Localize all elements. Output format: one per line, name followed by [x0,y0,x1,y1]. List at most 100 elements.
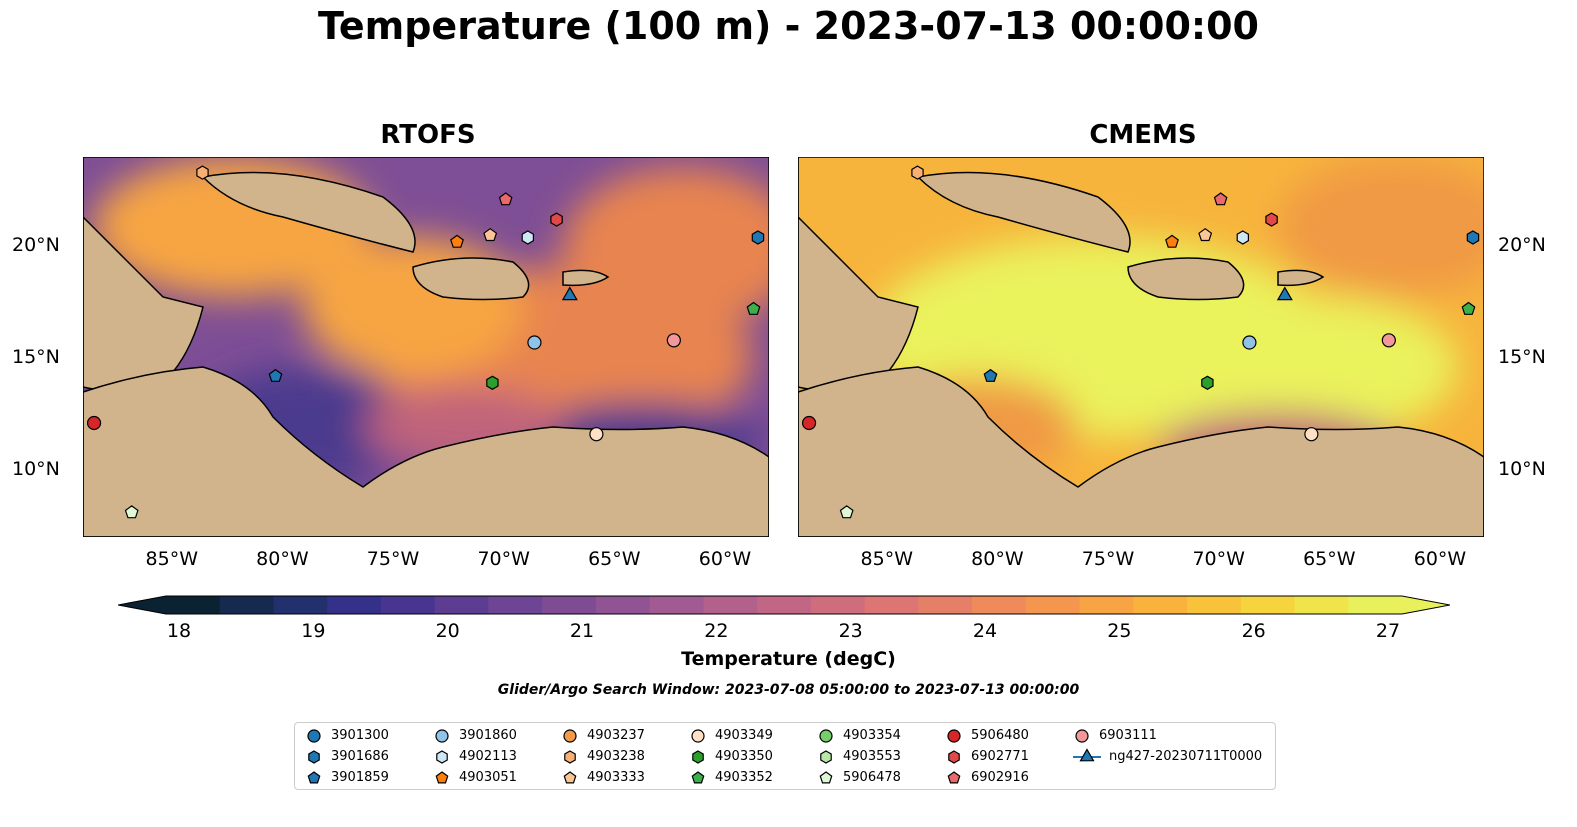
marker-6902771[interactable] [550,212,563,227]
marker-6902916[interactable] [1213,192,1228,206]
marker-3901859[interactable] [983,368,998,382]
colorbar-segment [166,596,221,614]
legend-marker-icon [947,771,961,784]
colorbar-segment [649,596,704,614]
legend-item: 6902916 [945,767,1029,787]
marker-4903238[interactable] [196,165,209,180]
legend-label: ng427-20230711T0000 [1109,748,1263,764]
marker-6903111[interactable] [1381,333,1396,348]
marker-3901860[interactable] [527,335,542,350]
legend-marker-icon [307,771,321,784]
colorbar-segment [757,596,812,614]
marker-ng427-20230711T0000[interactable] [1276,286,1293,301]
markers [86,165,765,519]
marker-ng427-20230711T0000[interactable] [561,286,578,301]
legend-label: 6903111 [1099,727,1157,743]
legend: 3901300 3901686 3901859 3901860 4902113 49030… [294,722,1276,790]
colorbar-tick-label: 18 [166,620,192,642]
marker-3901300[interactable] [86,415,102,431]
legend-marker-icon [948,750,960,764]
panel-title-rtofs: RTOFS [380,120,476,150]
legend-item: 5906480 [945,725,1029,745]
lat-label-left: 20°N [12,234,60,257]
colorbar-tick-label: 24 [972,620,998,642]
marker-4903350[interactable] [1201,375,1214,390]
legend-label: 4903237 [587,727,645,743]
legend-item: 5906478 [817,767,901,787]
legend-label: 4903352 [715,769,773,785]
colorbar-tick-label: 26 [1241,620,1266,642]
marker-5906478[interactable] [124,505,139,519]
legend-marker-icon [435,729,449,743]
lon-label: 80°W [971,548,1024,570]
legend-label: 4903238 [587,748,645,764]
legend-marker-icon [1073,748,1101,762]
marker-3901300[interactable] [801,415,817,431]
map-rtofs[interactable] [83,157,769,537]
colorbar-tick-label: 19 [301,620,326,642]
colorbar-segment [327,596,382,614]
lon-label: 85°W [145,548,198,570]
marker-4903051[interactable] [1165,234,1179,248]
marker-4903051[interactable] [450,234,464,248]
legend-item: 4903349 [689,725,773,745]
marker-3901859[interactable] [268,368,283,382]
lon-label: 60°W [1413,548,1467,570]
marker-4903352[interactable] [746,301,761,315]
marker-4903352[interactable] [1461,301,1476,315]
legend-item: 4903354 [817,725,901,745]
marker-4903349[interactable] [589,427,604,442]
colorbar-extend-high [1402,596,1450,614]
legend-marker-icon [819,729,833,743]
lon-label: 70°W [477,548,530,570]
colorbar-segment [219,596,274,614]
legend-marker-icon [563,729,577,743]
legend-label: 4902113 [459,748,517,764]
marker-6902771[interactable] [1265,212,1278,227]
colorbar-segment [703,596,758,614]
legend-item: 4903350 [689,746,773,766]
legend-item: ng427-20230711T0000 [1073,746,1262,766]
marker-3901686[interactable] [751,230,765,245]
marker-4902113[interactable] [1236,230,1249,245]
marker-6902916[interactable] [498,192,513,206]
marker-3901686[interactable] [1466,230,1480,245]
colorbar-segment [1187,596,1242,614]
colorbar-tick-label: 27 [1375,620,1401,642]
marker-4903238[interactable] [911,165,924,180]
lon-label: 85°W [860,548,913,570]
legend-item: 3901300 [305,725,389,745]
legend-label: 4903350 [715,748,773,764]
map-cmems[interactable] [798,157,1484,537]
colorbar-segment [1133,596,1188,614]
marker-5906478[interactable] [839,505,854,519]
legend-item: 4903051 [433,767,517,787]
legend-label: 4903333 [587,769,645,785]
search-window-text: Glider/Argo Search Window: 2023-07-08 05… [497,682,1080,698]
marker-3901860[interactable] [1242,335,1257,350]
legend-label: 4903354 [843,727,901,743]
marker-4903350[interactable] [486,375,499,390]
legend-item: 4903333 [561,767,645,787]
lon-label: 75°W [1081,548,1135,570]
marker-4903333[interactable] [483,227,498,242]
marker-4903333[interactable] [1198,227,1213,242]
colorbar-segment [864,596,919,614]
marker-6903111[interactable] [666,333,681,348]
colorbar-tick-label: 23 [838,620,863,642]
colorbar-label: Temperature (degC) [681,648,896,670]
lat-label-left: 15°N [12,346,60,369]
colorbar-segment [1240,596,1296,614]
colorbar-segment [1348,596,1403,614]
colorbar-segment [1025,596,1081,614]
colorbar-segment [380,596,436,614]
marker-4903349[interactable] [1304,427,1319,442]
marker-4902113[interactable] [521,230,534,245]
colorbar-tick-label: 22 [704,620,729,642]
legend-label: 3901860 [459,727,517,743]
legend-marker-icon [563,771,577,784]
legend-label: 5906478 [843,769,901,785]
legend-item: 3901860 [433,725,517,745]
colorbar-segment [972,596,1027,614]
legend-label: 3901300 [331,727,389,743]
